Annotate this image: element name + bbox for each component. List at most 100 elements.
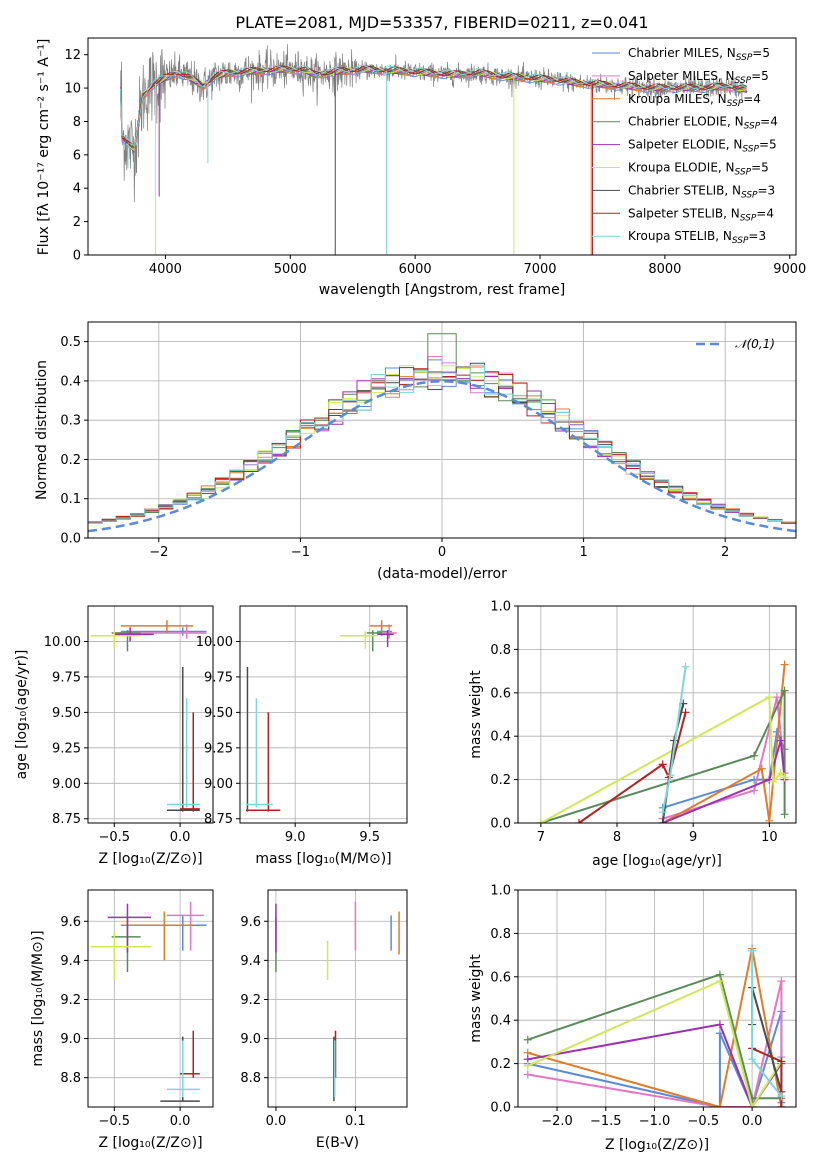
data-point-marker [777,1057,786,1066]
mass-weight-series [527,980,783,1107]
legend-entry: 𝒩(0,1) [735,337,775,351]
y-tick-label: 8.8 [240,1071,261,1086]
x-tick-label: 9.0 [285,830,306,845]
data-point-marker [780,686,789,695]
x-tick-label: 0.0 [170,1114,191,1129]
plot-area [90,901,207,1102]
data-point-marker [769,777,778,786]
x-tick-label: 5000 [274,262,307,277]
data-point-marker [658,819,667,823]
y-tick-label: 8 [73,115,81,130]
axes-frame [87,37,797,256]
data-point-marker [748,1103,757,1107]
y-axis-label: Flux [fλ 10⁻¹⁷ erg cm⁻² s⁻¹ A⁻¹] [36,39,52,256]
x-tick-label: 9.5 [359,830,380,845]
x-tick-label: 8 [613,830,621,845]
y-tick-label: 9.6 [240,915,261,930]
y-tick-label: 0 [73,249,81,264]
figure-title: PLATE=2081, MJD=53357, FIBERID=0211, z=0… [235,13,648,32]
residuals-panel: −2 −1 0 1 2 0.0 0.1 0.2 0.3 0.4 0.5 (data-model)/er… [34,321,797,582]
x-axis-label: (data-model)/error [377,566,507,582]
y-axis-label: Normed distribution [34,360,50,500]
data-point-marker [776,736,785,745]
x-tick-label: 7 [537,830,545,845]
y-tick-label: 9.0 [60,1032,81,1047]
x-tick-label: 4000 [149,262,182,277]
legend-entry: Chabrier MILES, NSSP=5 [628,46,770,63]
plot-area [523,944,786,1107]
data-point-marker [748,1055,757,1064]
x-tick-label: −0.5 [99,1114,131,1129]
y-tick-label: 8.75 [204,812,233,827]
axes-frame [517,889,797,1108]
y-tick-label: 0.8 [490,927,511,942]
x-tick-label: 0 [438,545,446,560]
y-tick-label: 0.2 [60,453,81,468]
mass-weight-vs-metallicity-panel: −2.0 −1.5 −1.0 −0.5 0.0 0.0 0.2 0.4 0.6 0.8 1.0 Z [… [468,884,797,1153]
mass-weight-series [527,979,783,1107]
y-tick-label: 0.4 [490,730,511,745]
x-tick-label: 0.0 [170,830,191,845]
y-tick-label: 9.75 [204,670,233,685]
plot-area [536,660,789,823]
y-tick-label: 9.4 [60,954,81,969]
age-vs-metallicity-panel: −0.5 0.0 8.75 9.00 9.25 9.50 9.75 10.00 Z [log₁₀… [14,605,214,867]
x-tick-label: 7000 [523,262,556,277]
y-tick-label: 9.2 [60,993,81,1008]
data-point-marker [681,662,690,671]
x-axis-label: age [log₁₀(age/yr)] [592,853,722,869]
y-tick-label: 0.5 [60,335,81,350]
y-tick-label: 10 [64,82,81,97]
data-point-marker [715,1103,724,1107]
y-tick-label: 0.6 [490,970,511,985]
y-tick-label: 9.25 [52,741,81,756]
y-tick-label: 0.8 [490,643,511,658]
x-tick-label: −1.0 [639,1114,671,1129]
y-tick-label: 0.4 [490,1014,511,1029]
data-point-marker [715,977,724,986]
y-tick-label: 6 [73,148,81,163]
data-point-marker [748,946,757,955]
data-point-marker [777,1103,786,1107]
mass-weight-series [662,664,786,823]
plot-area [120,44,748,255]
y-tick-label: 9.2 [240,993,261,1008]
y-tick-label: 0.0 [490,1101,511,1116]
y-tick-label: 9.00 [52,777,81,792]
y-tick-label: 1.0 [490,600,511,615]
y-tick-label: 12 [64,48,81,63]
model-spectrum [120,66,747,154]
mass-weight-series [578,712,687,823]
legend-entry: Chabrier ELODIE, NSSP=4 [628,115,778,132]
y-tick-label: 0.6 [490,686,511,701]
plot-area [88,333,796,538]
model-spectrum [120,68,747,150]
model-spectrum [120,64,748,148]
plot-area [245,620,397,812]
data-point-marker [757,764,766,773]
y-tick-label: 2 [73,215,81,230]
x-tick-label: 9 [689,830,697,845]
y-tick-label: 9.0 [240,1032,261,1047]
x-tick-label: 0.0 [742,1114,763,1129]
x-tick-label: 1 [579,545,587,560]
data-point-marker [536,819,545,823]
y-tick-label: 0.3 [60,414,81,429]
data-point-marker [666,771,675,780]
data-point-marker [750,751,759,760]
plot-area [90,620,207,812]
x-tick-label: −2.0 [541,1114,573,1129]
x-tick-label: 8000 [648,262,681,277]
y-tick-label: 0.1 [60,492,81,507]
data-point-marker [780,773,789,782]
y-axis-label: mass weight [468,954,484,1043]
y-tick-label: 1.0 [490,884,511,899]
x-tick-label: 9000 [773,262,806,277]
y-tick-label: 4 [73,182,81,197]
x-axis-label: E(B-V) [316,1135,359,1151]
mass-weight-series [540,690,786,823]
data-point-marker [780,810,789,819]
spectrum-panel: 4000 5000 6000 7000 8000 9000 0 2 4 6 8 10 12 wavelen… [36,37,806,298]
x-tick-label: −0.5 [688,1114,720,1129]
legend-entry: Kroupa MILES, NSSP=4 [628,92,761,109]
